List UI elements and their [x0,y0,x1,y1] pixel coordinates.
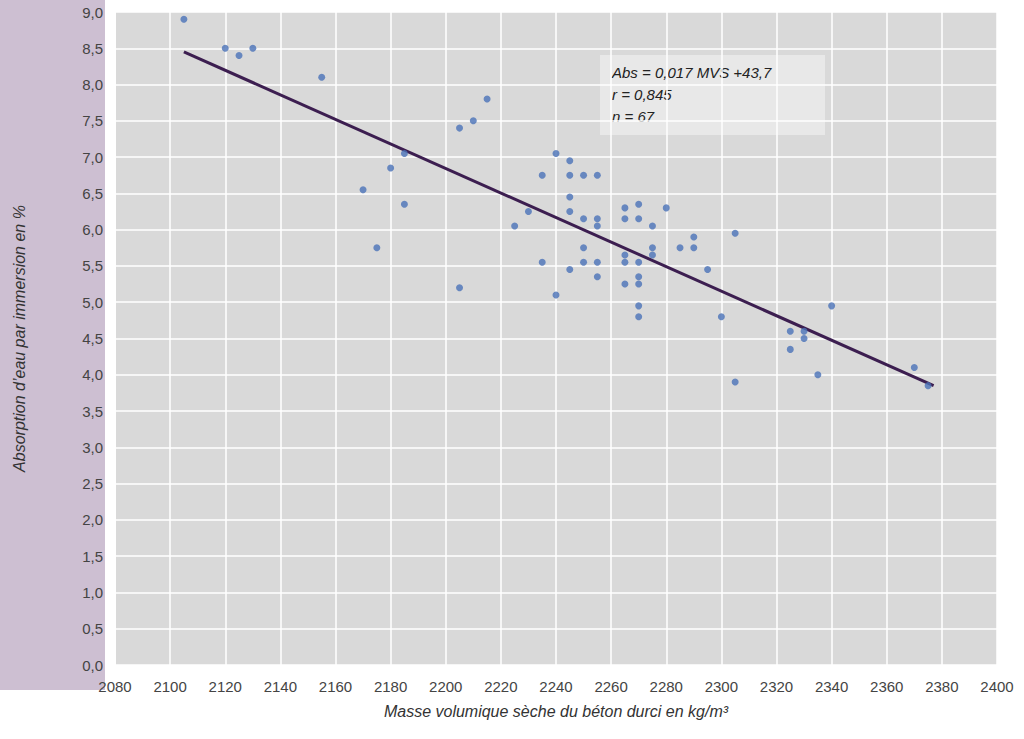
svg-text:0,5: 0,5 [82,620,103,637]
svg-text:2,0: 2,0 [82,511,103,528]
svg-text:2240: 2240 [539,678,572,695]
svg-text:6,0: 6,0 [82,221,103,238]
svg-text:r = 0,845: r = 0,845 [612,86,672,103]
svg-text:9,0: 9,0 [82,4,103,21]
svg-text:Absorption d’eau par immersion: Absorption d’eau par immersion en % [11,205,28,473]
svg-text:2180: 2180 [374,678,407,695]
svg-text:4,5: 4,5 [82,330,103,347]
svg-text:6,5: 6,5 [82,185,103,202]
svg-text:2280: 2280 [650,678,683,695]
svg-text:2220: 2220 [484,678,517,695]
svg-text:2340: 2340 [815,678,848,695]
svg-text:2100: 2100 [153,678,186,695]
svg-text:n = 67: n = 67 [612,108,655,125]
svg-text:2400: 2400 [980,678,1013,695]
svg-text:5,5: 5,5 [82,257,103,274]
svg-text:1,0: 1,0 [82,584,103,601]
svg-text:2320: 2320 [760,678,793,695]
svg-text:8,0: 8,0 [82,76,103,93]
svg-text:Abs = 0,017 MVS +43,7: Abs = 0,017 MVS +43,7 [611,64,772,81]
svg-text:2300: 2300 [705,678,738,695]
svg-text:3,0: 3,0 [82,439,103,456]
svg-text:2080: 2080 [98,678,131,695]
svg-text:2360: 2360 [870,678,903,695]
svg-text:2,5: 2,5 [82,475,103,492]
svg-text:2160: 2160 [319,678,352,695]
svg-text:2140: 2140 [264,678,297,695]
svg-text:1,5: 1,5 [82,548,103,565]
svg-text:7,0: 7,0 [82,149,103,166]
svg-text:3,5: 3,5 [82,403,103,420]
svg-text:4,0: 4,0 [82,366,103,383]
svg-text:0,0: 0,0 [82,657,103,674]
svg-text:2380: 2380 [925,678,958,695]
svg-text:2200: 2200 [429,678,462,695]
svg-text:Masse volumique sèche du béton: Masse volumique sèche du béton durci en … [384,703,729,720]
svg-text:5,0: 5,0 [82,294,103,311]
svg-text:2260: 2260 [594,678,627,695]
svg-text:2120: 2120 [209,678,242,695]
svg-text:8,5: 8,5 [82,40,103,57]
svg-text:7,5: 7,5 [82,112,103,129]
